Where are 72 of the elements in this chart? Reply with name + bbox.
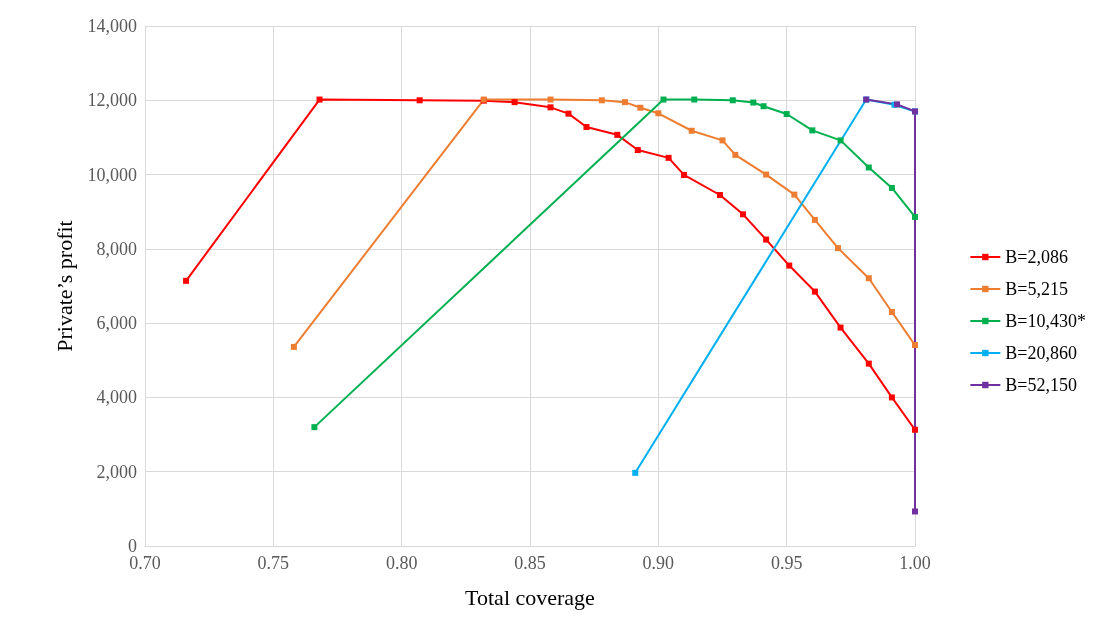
y-tick-label: 8,000 xyxy=(96,238,137,259)
point xyxy=(655,110,662,117)
y-tick-label: 10,000 xyxy=(87,164,137,185)
point xyxy=(740,211,747,218)
point xyxy=(290,343,297,350)
point xyxy=(547,104,554,111)
point xyxy=(183,277,190,284)
point xyxy=(888,394,895,401)
y-tick-label: 4,000 xyxy=(96,387,137,408)
point xyxy=(716,192,723,198)
legend-label: B=2,086 xyxy=(1005,247,1069,267)
y-tick-label: 2,000 xyxy=(96,461,137,482)
point xyxy=(665,154,672,161)
x-tick-label: 0.95 xyxy=(770,553,803,573)
point xyxy=(416,97,423,104)
point xyxy=(783,111,790,118)
point xyxy=(811,288,818,295)
point xyxy=(811,216,818,223)
point xyxy=(637,104,644,111)
point xyxy=(865,360,872,367)
point xyxy=(912,342,918,349)
point xyxy=(311,424,318,431)
point xyxy=(719,137,726,144)
point xyxy=(912,213,918,220)
point xyxy=(547,96,554,103)
legend-label: B=20,860 xyxy=(1005,343,1078,363)
y-tick-label: 14,000 xyxy=(87,16,137,36)
point xyxy=(865,164,872,171)
point xyxy=(912,508,918,515)
point xyxy=(583,124,590,131)
x-tick-label: 0.85 xyxy=(514,553,546,573)
x-tick-label: 0.90 xyxy=(642,553,675,573)
point xyxy=(763,171,770,178)
legend-label: B=52,150 xyxy=(1005,375,1078,395)
x-tick-label: 0.75 xyxy=(257,553,290,573)
point xyxy=(888,184,895,191)
point xyxy=(688,127,695,134)
point xyxy=(681,171,687,178)
point xyxy=(835,245,841,252)
x-axis-title: Total coverage xyxy=(465,584,595,610)
point xyxy=(912,426,918,433)
point xyxy=(614,131,621,138)
point xyxy=(865,275,872,282)
point xyxy=(729,97,736,104)
point xyxy=(316,96,323,103)
point xyxy=(598,97,605,104)
point xyxy=(750,99,757,106)
x-tick-label: 0.70 xyxy=(129,553,161,573)
point xyxy=(760,103,767,110)
point xyxy=(634,147,641,154)
y-tick-label: 12,000 xyxy=(87,90,137,111)
point xyxy=(565,110,572,117)
legend-label: B=5,215 xyxy=(1005,279,1069,299)
point xyxy=(809,127,816,134)
x-tick-label: 1.00 xyxy=(899,553,931,573)
point xyxy=(786,262,793,269)
y-tick-label: 6,000 xyxy=(96,313,137,334)
point xyxy=(691,96,698,103)
point xyxy=(837,137,844,144)
y-tick-label: 0 xyxy=(128,536,137,556)
point xyxy=(732,151,739,158)
legend-label: B=10,430* xyxy=(1005,311,1087,331)
x-tick-label: 0.80 xyxy=(385,553,418,573)
point xyxy=(660,96,667,103)
point xyxy=(837,324,844,331)
point xyxy=(791,191,798,198)
point xyxy=(511,99,518,106)
point xyxy=(763,236,770,243)
point xyxy=(632,469,639,476)
point xyxy=(621,99,628,106)
point xyxy=(888,309,895,315)
y-axis-title: Private’s profit xyxy=(51,220,77,352)
